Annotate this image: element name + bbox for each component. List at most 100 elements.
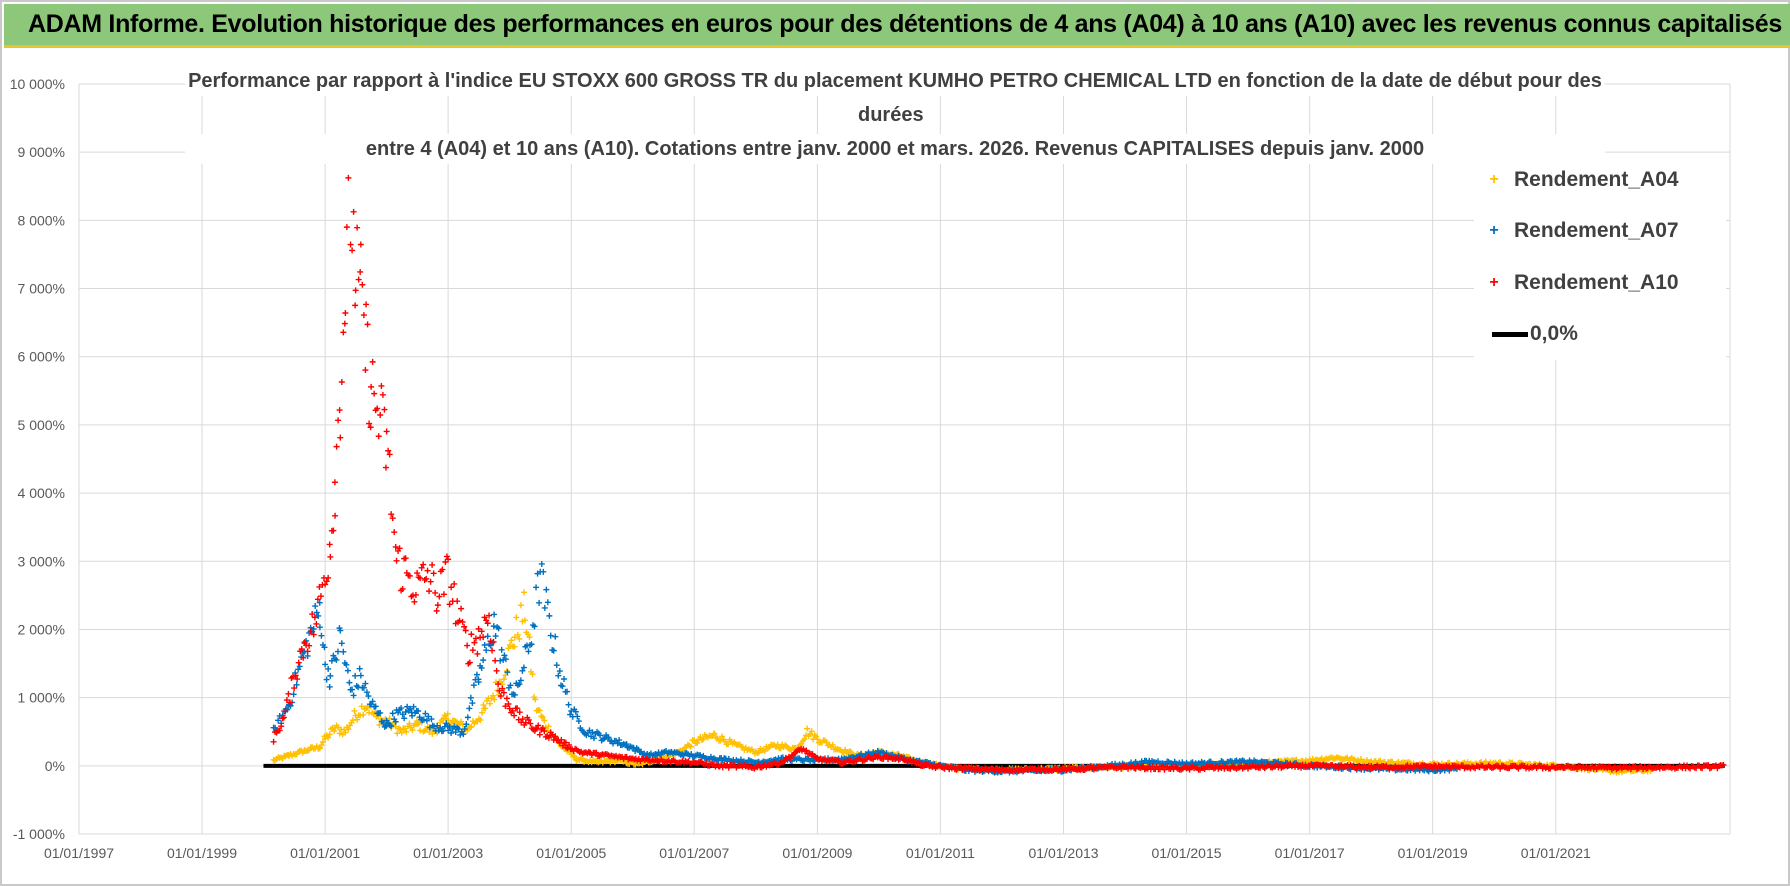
series-a10-point — [402, 555, 409, 562]
series-a10-point — [426, 588, 433, 595]
series-a04-point — [325, 734, 332, 741]
series-a04-point — [326, 731, 333, 738]
series-a10-point — [306, 642, 313, 649]
series-a04-point — [376, 721, 383, 728]
series-a04-point — [331, 728, 338, 735]
legend-line-zero — [1492, 331, 1528, 337]
series-a10-point — [519, 716, 526, 723]
series-a10-point — [1574, 766, 1581, 773]
series-a10-point — [392, 543, 399, 550]
series-a10-point — [336, 407, 343, 414]
x-tick-label: 01/01/2017 — [1275, 845, 1345, 861]
series-a04-point — [814, 736, 821, 743]
chart-title-line-2: durées — [852, 100, 930, 130]
series-a07-point — [349, 686, 356, 693]
series-a07-point — [343, 661, 350, 668]
series-a07-point — [340, 648, 347, 655]
series-a07-point — [553, 662, 560, 669]
series-a10-point — [389, 515, 396, 522]
series-a10-point — [478, 628, 485, 635]
series-a10-point — [341, 320, 348, 327]
series-a04-point — [406, 720, 413, 727]
series-a04-point — [409, 727, 416, 734]
series-a10-point — [367, 424, 374, 431]
series-a04-point — [823, 739, 830, 746]
series-a07-point — [276, 712, 283, 719]
series-a10-point — [496, 687, 503, 694]
series-a10-point — [489, 647, 496, 654]
series-a10-point — [338, 378, 345, 385]
axis-layer: -1 000% 0% 1 000% 2 000% 3 000% 4 000% 5 000% 6… — [10, 76, 1591, 861]
series-a10-point — [486, 612, 493, 619]
series-a04-point — [804, 725, 811, 732]
series-a07-point — [448, 729, 455, 736]
x-tick-label: 01/01/2005 — [536, 845, 606, 861]
series-a07-point — [483, 647, 490, 654]
series-a04-point — [506, 642, 513, 649]
series-a07-point — [275, 717, 282, 724]
legend-marker-a10: + — [1489, 274, 1499, 291]
series-a07-point — [420, 716, 427, 723]
series-a04-point — [336, 730, 343, 737]
series-a07-point — [536, 599, 543, 606]
x-tick-label: 01/01/2003 — [413, 845, 483, 861]
series-a07-point — [344, 667, 351, 674]
series-a10-point — [461, 623, 468, 630]
series-a07-point — [525, 648, 532, 655]
series-a10-point — [385, 447, 392, 454]
series-a10-point — [300, 654, 307, 661]
series-a10-point — [539, 725, 546, 732]
series-a07-point — [737, 756, 744, 763]
series-a10-point — [322, 581, 329, 588]
series-a04-point — [513, 614, 520, 621]
series-a04-point — [700, 736, 707, 743]
series-a07-point — [546, 612, 553, 619]
series-a10-point — [369, 358, 376, 365]
x-tick-label: 01/01/2021 — [1521, 845, 1591, 861]
series-a07-point — [334, 648, 341, 655]
series-a10-point — [323, 578, 330, 585]
series-a07-point — [407, 705, 414, 712]
series-a04-point — [1357, 756, 1364, 763]
series-a07-point — [409, 712, 416, 719]
series-a10-point — [379, 391, 386, 398]
series-a07-point — [574, 713, 581, 720]
series-a10-point — [566, 741, 573, 748]
series-a10-point — [527, 720, 534, 727]
legend-label-a04: Rendement_A04 — [1514, 168, 1679, 191]
series-a07-point — [504, 669, 511, 676]
series-a07-point — [541, 604, 548, 611]
series-a07-point — [377, 709, 384, 716]
series-a07-point — [516, 681, 523, 688]
series-a07-point — [321, 644, 328, 651]
series-a10-point — [276, 727, 283, 734]
series-a04-point — [529, 671, 536, 678]
series-a04-point — [403, 728, 410, 735]
series-a04-point — [345, 726, 352, 733]
series-a07-point — [326, 683, 333, 690]
series-a10-point — [424, 567, 431, 574]
series-a10-point — [511, 712, 518, 719]
series-a10-point — [331, 479, 338, 486]
series-a04-point — [526, 634, 533, 641]
series-a04-point — [482, 705, 489, 712]
series-a07-point — [434, 722, 441, 729]
series-a10-point — [535, 722, 542, 729]
series-a04-point — [571, 753, 578, 760]
legend-label-a10: Rendement_A10 — [1514, 271, 1679, 294]
series-a10-point — [391, 529, 398, 536]
series-a10-point — [411, 598, 418, 605]
series-a10-point — [279, 715, 286, 722]
series-a04-point — [478, 709, 485, 716]
series-a10-point — [505, 701, 512, 708]
series-a07-point — [478, 664, 485, 671]
series-a04-point — [801, 736, 808, 743]
series-a10-point — [439, 566, 446, 573]
series-a04-point — [508, 637, 515, 644]
series-a07-point — [290, 691, 297, 698]
series-a07-point — [415, 707, 422, 714]
legend-marker-a07: + — [1489, 222, 1499, 239]
series-a04-point — [444, 710, 451, 717]
series-a10-point — [347, 241, 354, 248]
